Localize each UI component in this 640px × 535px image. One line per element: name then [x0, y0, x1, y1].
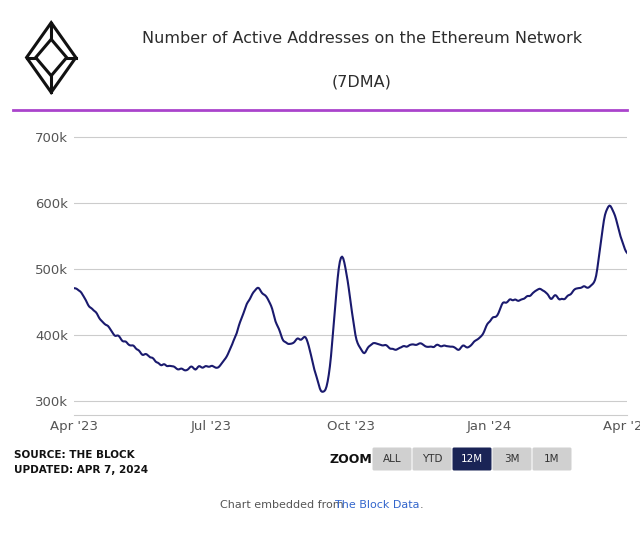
Text: (7DMA): (7DMA)	[332, 74, 392, 89]
Text: UPDATED: APR 7, 2024: UPDATED: APR 7, 2024	[14, 465, 148, 475]
Text: 12M: 12M	[461, 454, 483, 464]
Text: SOURCE: THE BLOCK: SOURCE: THE BLOCK	[14, 450, 134, 460]
Text: 1M: 1M	[544, 454, 560, 464]
FancyBboxPatch shape	[452, 447, 492, 470]
Text: .: .	[420, 500, 424, 510]
FancyBboxPatch shape	[372, 447, 412, 470]
Text: Number of Active Addresses on the Ethereum Network: Number of Active Addresses on the Ethere…	[141, 31, 582, 46]
Text: The Block Data: The Block Data	[335, 500, 419, 510]
FancyBboxPatch shape	[413, 447, 451, 470]
Text: 3M: 3M	[504, 454, 520, 464]
Text: ZOOM: ZOOM	[330, 453, 372, 466]
FancyBboxPatch shape	[532, 447, 572, 470]
Text: ALL: ALL	[383, 454, 401, 464]
Text: YTD: YTD	[422, 454, 442, 464]
FancyBboxPatch shape	[493, 447, 531, 470]
Text: Chart embedded from: Chart embedded from	[220, 500, 347, 510]
